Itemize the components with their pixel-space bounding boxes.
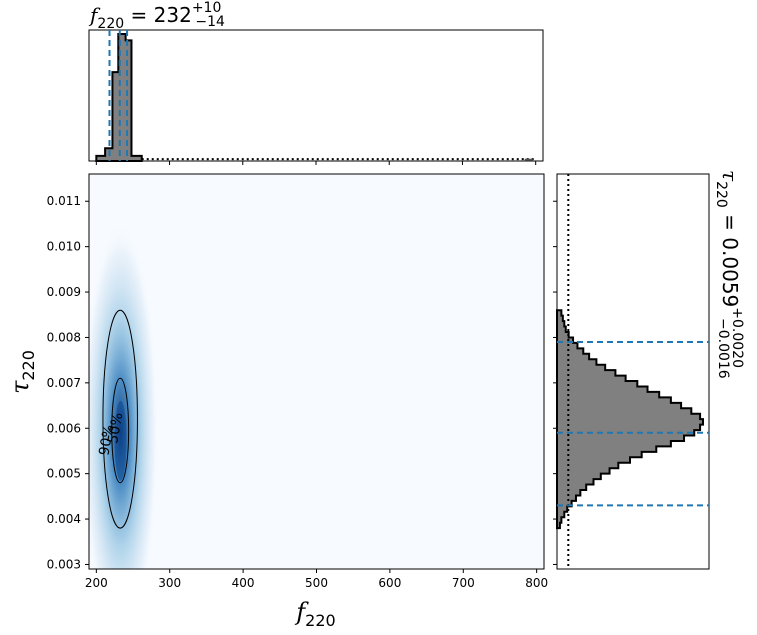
x-axis-ticks: 200 300 400 500 600 700 800 (85, 569, 548, 590)
f220-marginal-panel: f220 = 232+10 −14 (88, 0, 544, 165)
y-tick-label: 0.006 (47, 421, 81, 435)
x-axis-label: f220 (294, 598, 335, 630)
contour-label: 90% (96, 423, 117, 456)
f220-histogram (95, 30, 537, 165)
x-tick-label: 400 (232, 576, 255, 590)
y-tick-label: 0.007 (47, 376, 81, 390)
x-tick-label: 800 (525, 576, 548, 590)
f220-title: f220 = 232+10 −14 (88, 0, 225, 32)
contour-90pct (102, 309, 138, 529)
contour-50pct (111, 377, 130, 484)
x-tick-label: 600 (378, 576, 401, 590)
y-axis-ticks: 0.003 0.004 0.005 0.006 0.007 0.008 0.009 0.010… (47, 194, 89, 571)
density-core (114, 400, 127, 481)
tau220-hist-bars (556, 309, 704, 530)
y-tick-label: 0.009 (47, 285, 81, 299)
f220-tail-bin (524, 158, 533, 161)
f220-hist-bars (95, 33, 143, 162)
y-tick-label: 0.010 (47, 240, 81, 254)
tau220-marginal-ticks (553, 200, 557, 565)
credible-contours: 50%90% (96, 309, 138, 529)
joint-density-panel: 50%90% 200 300 400 500 600 700 800 0.0030.0040… (6, 173, 548, 630)
x-tick-label: 300 (158, 576, 181, 590)
contour-label: 50% (105, 411, 126, 444)
tau220-histogram (556, 174, 709, 569)
f220-marginal-frame (88, 29, 544, 162)
y-tick-label: 0.011 (47, 194, 81, 208)
x-tick-label: 700 (452, 576, 475, 590)
y-tick-label: 0.004 (47, 512, 81, 526)
x-tick-label: 500 (305, 576, 328, 590)
y-tick-label: 0.003 (47, 557, 81, 571)
y-axis-label: τ220 (6, 350, 38, 394)
x-tick-label: 200 (85, 576, 108, 590)
y-tick-label: 0.008 (47, 330, 81, 344)
y-tick-label: 0.005 (47, 467, 81, 481)
tau220-title: τ220 = 0.0059+0.0020−0.0016 (713, 170, 745, 379)
tau220-marginal-panel: τ220 = 0.0059+0.0020−0.0016 (553, 170, 745, 570)
joint-frame (88, 173, 545, 570)
